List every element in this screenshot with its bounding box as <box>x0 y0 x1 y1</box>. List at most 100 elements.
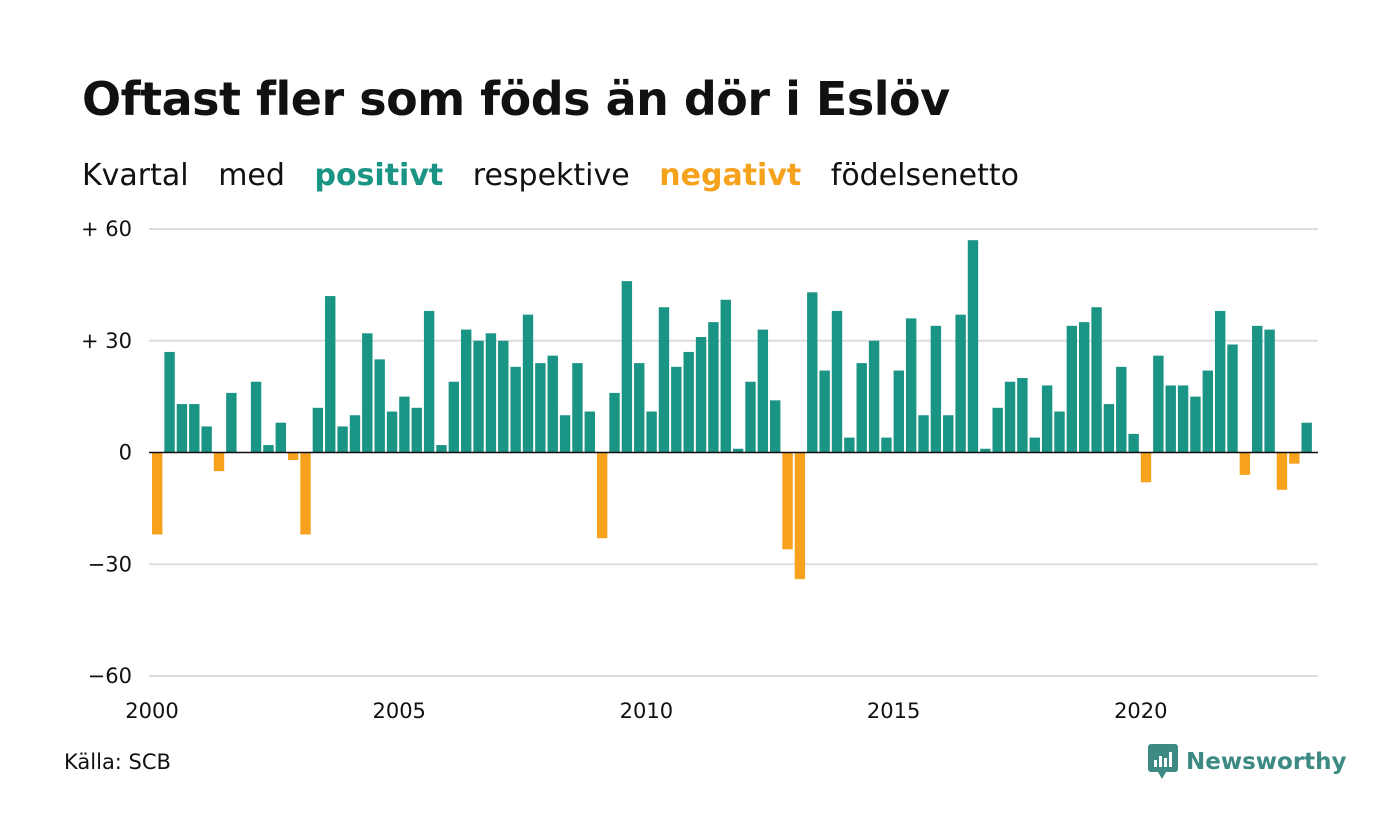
bar <box>559 415 571 453</box>
bar <box>905 318 917 453</box>
bar <box>881 437 892 453</box>
bar <box>621 281 633 453</box>
bar <box>1116 366 1127 453</box>
bar <box>943 415 954 453</box>
bar <box>399 396 410 453</box>
subtitle-word-with: med <box>218 158 285 193</box>
bar <box>609 392 620 453</box>
bar <box>856 363 867 453</box>
bar <box>176 404 188 453</box>
bar <box>732 448 744 453</box>
y-tick-label: 0 <box>119 441 132 465</box>
subtitle-word-birth-net: födelsenetto <box>830 158 1019 193</box>
bar <box>1252 325 1263 453</box>
bar <box>955 314 966 453</box>
bar <box>1289 452 1300 464</box>
bar <box>535 363 546 453</box>
bar <box>1190 396 1201 453</box>
bar <box>596 452 608 539</box>
bar <box>720 299 731 453</box>
newsworthy-logo-icon <box>1148 744 1178 779</box>
bar <box>844 437 855 453</box>
bar <box>213 452 225 472</box>
bar <box>300 452 311 535</box>
bar <box>423 310 435 453</box>
bar <box>1029 437 1040 453</box>
bar <box>250 381 262 453</box>
bar <box>164 351 175 453</box>
bar <box>967 240 979 453</box>
bar <box>411 407 422 453</box>
bar <box>1301 422 1312 453</box>
bar <box>386 411 398 453</box>
y-tick-label: −60 <box>88 664 132 688</box>
bar <box>1004 381 1016 453</box>
bar <box>1264 329 1275 453</box>
bar <box>646 411 657 453</box>
x-tick-label: 2005 <box>372 699 425 723</box>
bar <box>325 296 336 453</box>
bar <box>572 363 583 453</box>
bar <box>1054 411 1065 453</box>
subtitle-word-respectively: respektive <box>472 158 630 193</box>
bar <box>374 359 385 453</box>
bar <box>448 381 460 453</box>
bar <box>782 452 793 550</box>
bar <box>695 337 707 453</box>
bar <box>263 445 274 453</box>
bar <box>473 340 484 453</box>
bar <box>831 310 843 453</box>
bar <box>1041 385 1053 453</box>
bar <box>436 445 447 453</box>
bar <box>510 366 521 453</box>
brand-logo: Newsworthy <box>1148 744 1347 780</box>
bar <box>807 292 818 453</box>
bar <box>312 407 324 453</box>
x-tick-label: 2020 <box>1114 699 1167 723</box>
bar <box>893 370 904 453</box>
bar <box>1079 322 1090 453</box>
bar <box>1066 325 1078 453</box>
bar <box>757 329 769 453</box>
bar <box>337 426 348 453</box>
bar <box>1239 452 1251 475</box>
bar <box>1214 310 1226 453</box>
bar <box>819 370 830 453</box>
bar <box>287 452 299 460</box>
bar <box>1140 452 1152 483</box>
bar <box>485 333 497 453</box>
bar <box>683 351 694 453</box>
bar <box>770 400 781 453</box>
x-tick-label: 2010 <box>620 699 673 723</box>
bar <box>1177 385 1189 453</box>
bar <box>745 381 756 453</box>
subtitle-word-quarter: Kvartal <box>82 158 189 193</box>
bar <box>992 407 1003 453</box>
bar <box>1276 452 1288 490</box>
bar <box>152 452 163 535</box>
subtitle-positive-legend: positivt <box>314 158 444 193</box>
bar <box>349 415 361 453</box>
chart-subtitle: Kvartal med positivt respektive negativt… <box>82 158 1039 193</box>
bar <box>362 333 373 453</box>
bar <box>1165 385 1176 453</box>
bar <box>658 307 670 453</box>
bar <box>1103 404 1115 453</box>
chart-title: Oftast fler som föds än dör i Eslöv <box>82 72 950 126</box>
subtitle-negative-legend: negativt <box>659 158 802 193</box>
x-tick-label: 2015 <box>867 699 920 723</box>
bar <box>201 426 212 453</box>
bar <box>918 415 929 453</box>
bar <box>794 452 806 580</box>
bar <box>461 329 472 453</box>
bar <box>671 366 682 453</box>
bar <box>634 363 645 453</box>
bar <box>868 340 880 453</box>
bar <box>980 448 991 453</box>
bar <box>1153 355 1164 453</box>
bar <box>226 392 237 453</box>
bar <box>584 411 595 453</box>
y-tick-label: + 60 <box>81 217 132 241</box>
source-note: Källa: SCB <box>64 750 171 774</box>
